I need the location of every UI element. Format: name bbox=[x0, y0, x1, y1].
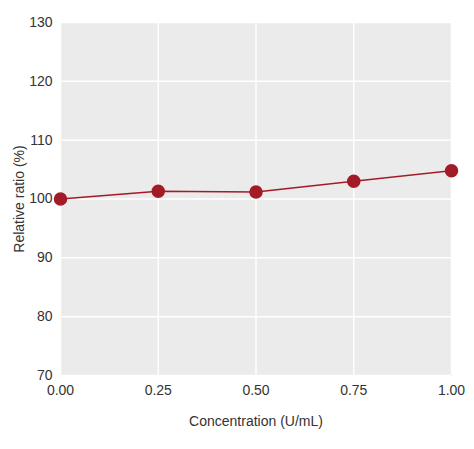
svg-text:0.75: 0.75 bbox=[340, 382, 367, 398]
svg-text:0.25: 0.25 bbox=[145, 382, 172, 398]
svg-text:70: 70 bbox=[37, 367, 53, 383]
svg-text:1.00: 1.00 bbox=[438, 382, 465, 398]
svg-text:90: 90 bbox=[37, 249, 53, 265]
svg-text:120: 120 bbox=[29, 73, 53, 89]
svg-text:130: 130 bbox=[29, 14, 53, 30]
svg-text:Relative ratio (%): Relative ratio (%) bbox=[11, 145, 27, 252]
svg-text:0.00: 0.00 bbox=[47, 382, 74, 398]
svg-text:Concentration (U/mL): Concentration (U/mL) bbox=[189, 413, 323, 429]
svg-text:110: 110 bbox=[30, 132, 53, 148]
svg-text:80: 80 bbox=[37, 308, 53, 324]
svg-text:0.50: 0.50 bbox=[242, 382, 269, 398]
svg-text:100: 100 bbox=[29, 190, 53, 206]
